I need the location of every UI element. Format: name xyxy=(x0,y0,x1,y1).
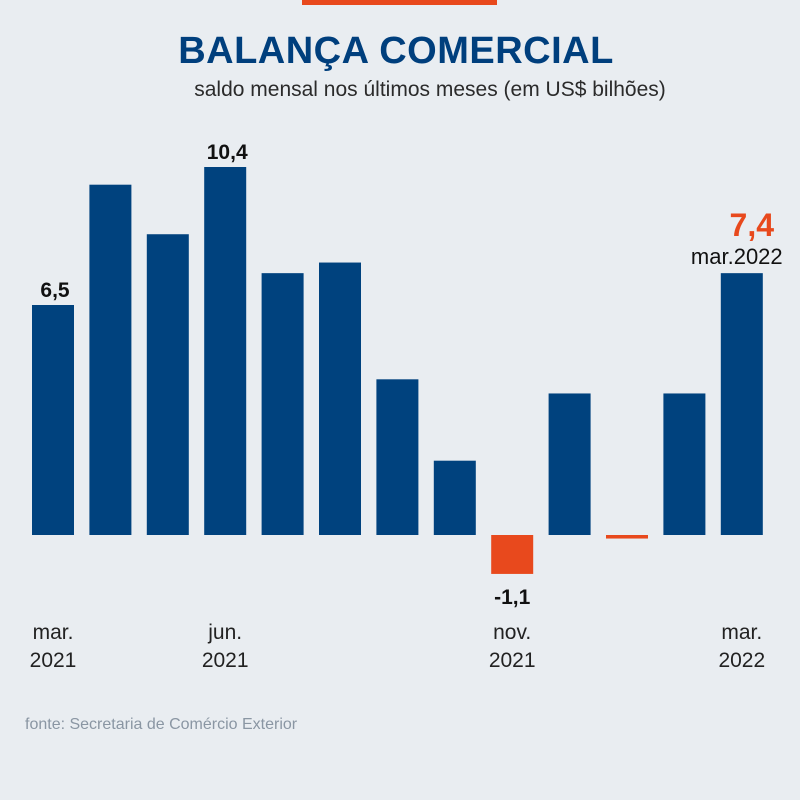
data-label-highlight: 7,4 xyxy=(730,207,775,243)
x-tick-label-0-line1: mar. xyxy=(33,621,74,644)
x-tick-label-2-line1: nov. xyxy=(493,621,531,644)
bar-mar.2021 xyxy=(32,305,74,535)
data-label-1: 10,4 xyxy=(207,141,248,164)
bar-fev.2022 xyxy=(663,393,706,535)
x-tick-label-2-line2: 2021 xyxy=(489,649,536,672)
accent-bar xyxy=(302,0,497,5)
bar-dez.2021 xyxy=(548,393,591,535)
x-tick-label-3-line1: mar. xyxy=(721,621,762,644)
bar-jul.2021 xyxy=(261,273,304,535)
x-tick-label-0-line2: 2021 xyxy=(30,649,77,672)
x-tick-label-1-line1: jun. xyxy=(207,621,242,644)
bar-jan.2022 xyxy=(606,535,648,539)
bar-out.2021 xyxy=(433,460,476,535)
bar-abr.2021 xyxy=(89,184,132,535)
data-label-sublabel: mar.2022 xyxy=(691,244,783,269)
bar-ago.2021 xyxy=(319,262,361,535)
chart-subtitle: saldo mensal nos últimos meses (em US$ b… xyxy=(194,78,666,101)
data-label-2: -1,1 xyxy=(494,586,531,609)
bar-jun.2021 xyxy=(204,167,247,535)
chart-title: BALANÇA COMERCIAL xyxy=(178,30,614,72)
bar-mar.2022 xyxy=(720,273,763,535)
x-tick-label-1-line2: 2021 xyxy=(202,649,249,672)
bar-mai.2021 xyxy=(146,234,189,535)
x-tick-label-3-line2: 2022 xyxy=(718,649,765,672)
source-note: fonte: Secretaria de Comércio Exterior xyxy=(25,716,298,733)
bar-set.2021 xyxy=(376,379,419,535)
data-label-0: 6,5 xyxy=(40,279,70,302)
bar-nov.2021 xyxy=(491,535,534,574)
